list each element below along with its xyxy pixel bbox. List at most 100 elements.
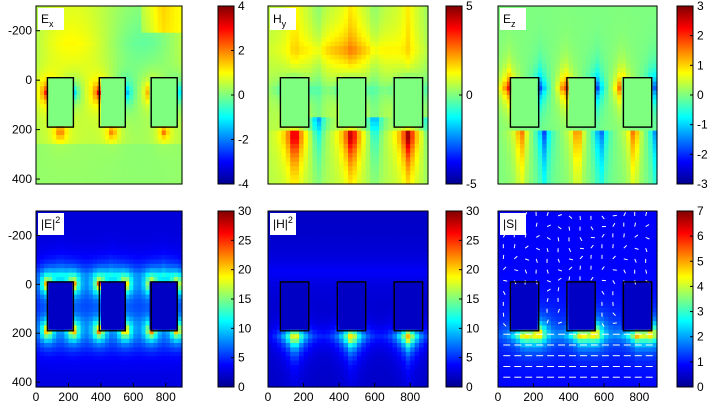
heatmap-cell <box>604 19 610 25</box>
heatmap-cell <box>153 130 159 136</box>
heatmap-cell <box>117 72 122 78</box>
heatmap-cell <box>68 59 74 65</box>
heatmap-cell <box>365 179 371 185</box>
heatmap-cell <box>161 37 167 43</box>
heatmap-cell <box>169 143 175 149</box>
heatmap-cell <box>502 32 508 38</box>
heatmap-cell <box>511 68 517 74</box>
heatmap-cell <box>60 81 65 87</box>
heatmap-cell <box>343 50 349 56</box>
heatmap-cell <box>299 179 305 185</box>
heatmap-cell <box>281 77 287 83</box>
heatmap-cell <box>149 41 155 47</box>
heatmap-cell <box>581 99 587 105</box>
heatmap-cell <box>173 54 179 60</box>
heatmap-cell <box>129 81 134 87</box>
heatmap-cell <box>44 90 49 96</box>
heatmap-cell <box>361 63 367 69</box>
heatmap-cell <box>423 130 429 136</box>
heatmap-cell <box>502 148 508 154</box>
heatmap-cell <box>405 72 411 78</box>
heatmap-cell <box>104 81 110 87</box>
heatmap-cell <box>599 68 605 74</box>
heatmap-cell <box>76 316 82 322</box>
heatmap-cell <box>316 81 322 87</box>
heatmap-cell <box>546 81 552 87</box>
heatmap-cell <box>396 170 402 176</box>
heatmap-cell <box>64 6 70 12</box>
heatmap-cell <box>96 68 102 74</box>
heatmap-cell <box>60 32 65 38</box>
heatmap-cell <box>590 54 596 60</box>
heatmap-cell <box>100 50 106 56</box>
heatmap-cell <box>520 95 526 101</box>
heatmap-cell <box>40 179 45 185</box>
heatmap-cell <box>356 90 362 96</box>
heatmap-cell <box>334 46 340 52</box>
heatmap-cell <box>546 179 552 185</box>
heatmap-cell <box>109 135 114 141</box>
heatmap-cell <box>96 179 102 185</box>
heatmap-cell <box>145 95 151 101</box>
heatmap-cell <box>590 77 596 83</box>
heatmap-cell <box>330 161 336 167</box>
heatmap-cell <box>321 148 327 154</box>
heatmap-cell <box>121 46 126 52</box>
heatmap-cell <box>64 50 70 56</box>
heatmap-cell <box>276 152 282 158</box>
heatmap-cell <box>392 161 398 167</box>
heatmap-cell <box>410 112 416 118</box>
heatmap-cell <box>52 28 57 34</box>
heatmap-cell <box>414 77 420 83</box>
heatmap-cell <box>92 272 98 278</box>
heatmap-cell <box>96 170 102 176</box>
heatmap-cell <box>125 54 130 60</box>
heatmap-cell <box>299 161 305 167</box>
heatmap-cell <box>36 72 41 78</box>
heatmap-cell <box>573 23 579 29</box>
heatmap-cell <box>370 81 376 87</box>
heatmap-cell <box>370 54 376 60</box>
heatmap-cell <box>276 148 282 154</box>
heatmap-cell <box>84 50 90 56</box>
heatmap-cell <box>48 50 53 56</box>
heatmap-cell <box>80 117 86 123</box>
heatmap-cell <box>361 14 367 20</box>
heatmap-cell <box>80 37 86 43</box>
heatmap-cell <box>352 103 358 109</box>
heatmap-cell <box>515 77 521 83</box>
heatmap-cell <box>542 161 548 167</box>
heatmap-cell <box>551 10 557 16</box>
heatmap-cell <box>109 95 114 101</box>
heatmap-cell <box>604 10 610 16</box>
heatmap-cell <box>564 19 570 25</box>
heatmap-cell <box>96 139 102 145</box>
heatmap-cell <box>137 63 143 69</box>
heatmap-cell <box>294 99 300 105</box>
heatmap-cell <box>396 90 402 96</box>
heatmap-cell <box>414 112 420 118</box>
heatmap-cell <box>56 95 61 101</box>
heatmap-cell <box>604 148 610 154</box>
heatmap-cell <box>117 59 122 65</box>
heatmap-cell <box>626 161 632 167</box>
heatmap-cell <box>117 175 122 181</box>
heatmap-cell <box>64 130 70 136</box>
heatmap-cell <box>76 303 82 309</box>
heatmap-cell <box>145 130 151 136</box>
heatmap-cell <box>173 14 179 20</box>
heatmap-cell <box>639 135 645 141</box>
heatmap-cell <box>361 46 367 52</box>
heatmap-cell <box>515 54 521 60</box>
heatmap-cell <box>88 321 94 326</box>
heatmap-cell <box>419 32 425 38</box>
heatmap-cell <box>312 152 318 158</box>
heatmap-cell <box>88 259 94 265</box>
heatmap-cell <box>125 86 130 92</box>
heatmap-cell <box>268 103 274 109</box>
heatmap-cell <box>92 77 98 83</box>
heatmap-cell <box>149 166 155 172</box>
heatmap-cell <box>161 139 167 145</box>
heatmap-cell <box>595 86 601 92</box>
heatmap-cell <box>396 152 402 158</box>
